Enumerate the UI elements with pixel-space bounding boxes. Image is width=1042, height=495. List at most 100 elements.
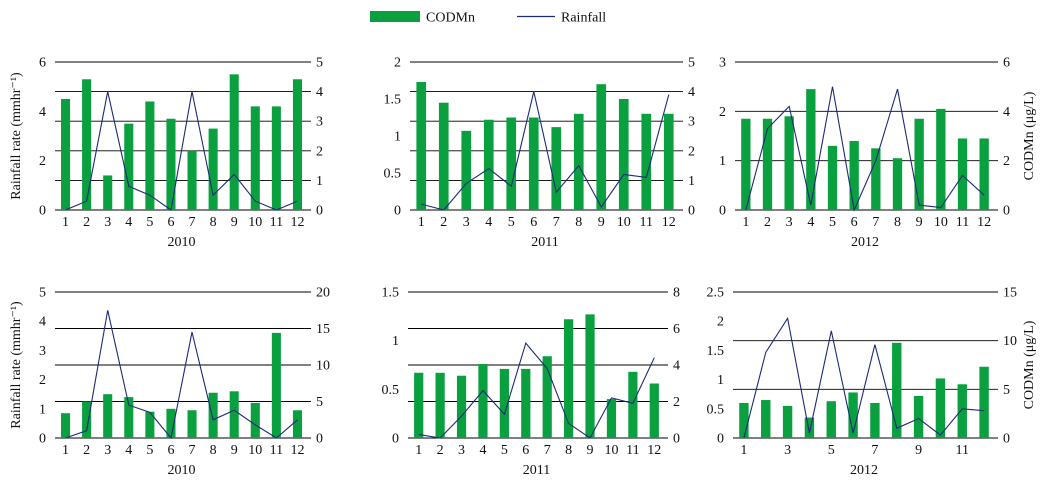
x-tick-label: 10 [248,215,262,230]
bar-codmn [250,106,260,210]
left-tick-label: 1 [392,334,399,349]
x-tick-label: 12 [647,443,661,458]
x-tick-label: 3 [104,215,111,230]
right-tick-label: 4 [688,85,695,100]
bar-codmn [499,368,509,438]
left-tick-label: 0 [392,432,399,447]
bar-codmn [229,391,239,438]
left-tick-label: 2 [717,315,724,330]
x-tick-label: 6 [522,443,529,458]
x-tick-label: 5 [146,215,153,230]
left-tick-label: 4 [39,315,46,330]
bar-codmn [871,148,881,210]
right-tick-label: 3 [316,115,323,130]
bar-codmn [870,402,880,438]
bar-codmn [542,356,552,438]
bar-codmn [145,101,155,210]
x-tick-label: 11 [956,215,969,230]
right-tick-label: 15 [1003,286,1017,301]
left-tick-label: 0.5 [384,167,402,182]
left-tick-label: 1.5 [382,286,400,301]
legend-line-label: Rainfall [561,11,606,26]
right-tick-label: 5 [316,395,323,410]
left-tick-label: 3 [719,56,726,71]
x-tick-label: 10 [617,215,631,230]
x-tick-label: 1 [740,443,747,458]
panel-title: 2011 [523,463,550,478]
bar-codmn [618,99,629,210]
right-tick-label: 2 [688,144,695,159]
left-tick-label: 5 [39,286,46,301]
bar-codmn [435,372,445,438]
right-tick-label: 0 [316,432,323,447]
bar-codmn [416,81,427,210]
left-tick-label: 0 [39,432,46,447]
right-tick-label: 5 [688,56,695,71]
legend-bar-swatch [370,11,420,22]
right-tick-label: 1 [688,174,695,189]
bar-codmn [806,89,816,210]
x-tick-label: 3 [104,443,111,458]
bar-codmn [187,410,197,438]
panel-title: 2012 [851,235,879,250]
right-tick-label: 1 [316,174,323,189]
x-tick-label: 12 [290,443,304,458]
left-tick-label: 0 [39,204,46,219]
bar-codmn [739,402,749,438]
x-tick-label: 7 [872,215,879,230]
bar-codmn [103,175,113,210]
bar-codmn [103,394,113,438]
x-tick-label: 5 [146,443,153,458]
bar-codmn [914,118,924,210]
bar-codmn [762,118,773,210]
x-tick-label: 4 [479,443,486,458]
right-axis-label: CODMn (μg/L) [1022,91,1037,180]
left-tick-label: 1 [394,130,401,145]
bar-codmn [782,405,793,438]
bar-codmn [892,158,903,210]
x-tick-label: 3 [784,443,791,458]
bar-codmn [229,74,239,210]
x-tick-label: 8 [210,215,217,230]
bar-codmn [741,118,751,210]
right-tick-label: 2 [316,144,323,159]
bar-codmn [166,408,176,438]
x-tick-label: 11 [956,443,969,458]
bar-codmn [663,113,674,210]
x-tick-label: 7 [553,215,560,230]
bar-codmn [145,411,155,438]
bar-codmn [483,119,494,210]
x-tick-label: 6 [167,215,174,230]
right-tick-label: 0 [1003,432,1010,447]
bar-codmn [271,106,281,210]
x-tick-label: 8 [210,443,217,458]
line-rainfall [418,341,655,439]
bar-codmn [208,392,218,438]
left-tick-label: 1.5 [707,344,725,359]
left-tick-label: 3 [39,344,46,359]
right-tick-label: 2 [673,395,680,410]
line-rainfall [65,310,298,440]
x-tick-label: 5 [508,215,515,230]
bar-codmn [61,413,71,438]
x-tick-label: 11 [640,215,653,230]
left-axis-label: Rainfall rate (mmhr⁻¹) [9,72,24,200]
right-tick-label: 0 [1003,204,1010,219]
bar-codmn [585,314,595,438]
right-tick-label: 4 [316,85,323,100]
bar-codmn [761,400,771,438]
x-tick-label: 3 [458,443,465,458]
legend: CODMn Rainfall [370,11,606,26]
left-tick-label: 2 [39,154,46,169]
x-tick-label: 9 [231,443,238,458]
x-tick-label: 9 [915,443,922,458]
x-tick-label: 6 [530,215,537,230]
bar-codmn [250,402,260,438]
x-tick-label: 7 [189,443,196,458]
left-tick-label: 1 [39,402,46,417]
